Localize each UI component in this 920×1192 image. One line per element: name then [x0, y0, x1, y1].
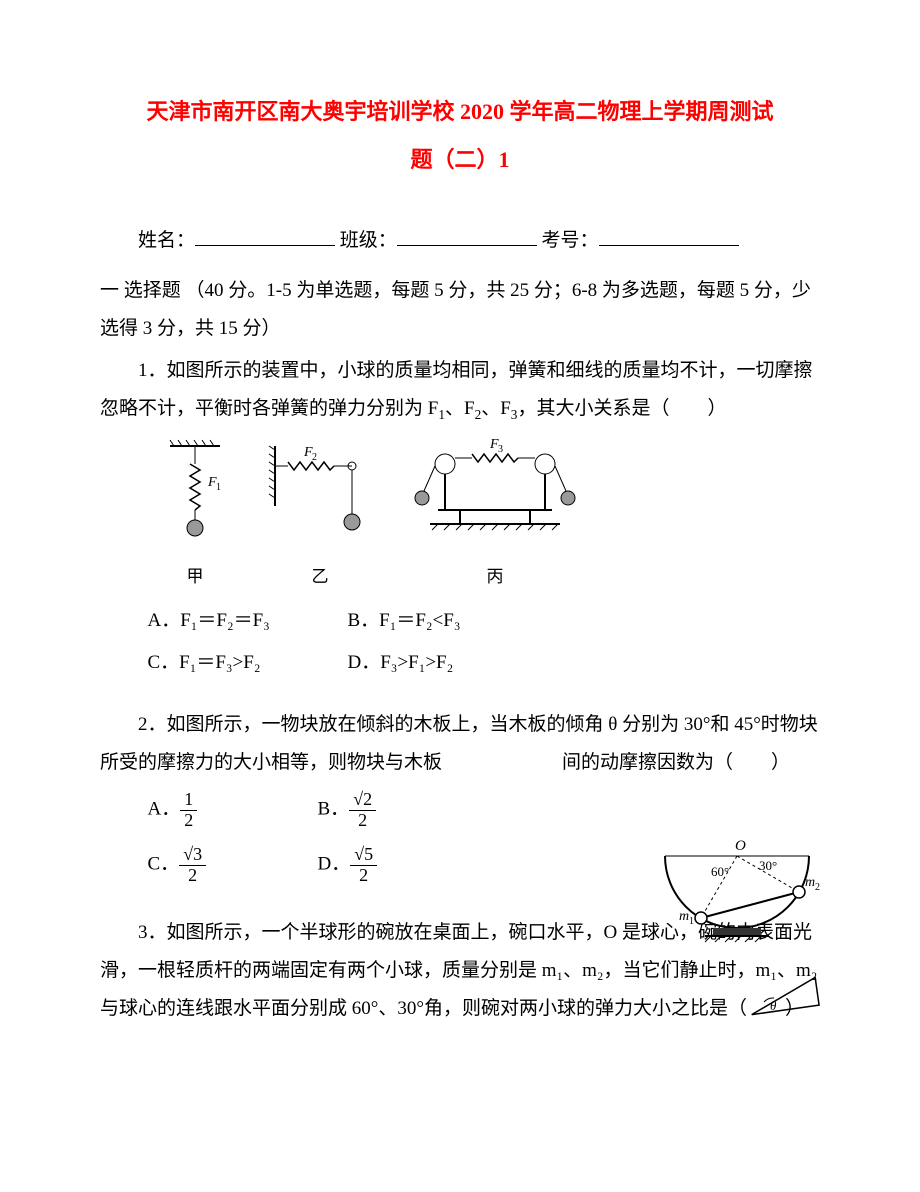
fig-label-yi: 乙: [260, 560, 380, 594]
q1-option-c[interactable]: C．F₁＝F₃>F₂: [148, 644, 348, 682]
class-label: 班级：: [340, 230, 397, 251]
examno-blank[interactable]: [599, 227, 739, 246]
question-1: 1．如图所示的装置中，小球的质量均相同，弹簧和细线的质量均不计，一切摩擦忽略不计…: [100, 352, 820, 428]
examno-label: 考号：: [542, 230, 599, 251]
q1-options: A．F₁＝F₂＝F₃ B．F₁＝F₂<F₃ C．F₁＝F₃>F₂ D．F₃>F₁…: [148, 602, 821, 682]
q2-option-d[interactable]: D．√52: [318, 845, 488, 886]
q2-option-b[interactable]: B．√22: [318, 790, 488, 831]
question-2: 2．如图所示，一物块放在倾斜的木板上，当木板的倾角 θ 分别为 30°和 45°…: [100, 706, 820, 782]
name-blank[interactable]: [195, 227, 335, 246]
figure-jia: F1 甲: [160, 436, 230, 594]
section-1-header: 一 选择题 （40 分。1-5 为单选题，每题 5 分，共 25 分；6-8 为…: [100, 272, 820, 348]
svg-text:2: 2: [312, 452, 317, 463]
svg-text:θ: θ: [770, 998, 777, 1013]
svg-text:m: m: [679, 909, 689, 924]
svg-text:1: 1: [216, 482, 221, 493]
fig-label-bing: 丙: [410, 560, 580, 594]
q2-option-a[interactable]: A．12: [148, 790, 318, 831]
page-title-line1: 天津市南开区南大奥宇培训学校 2020 学年高二物理上学期周测试: [100, 90, 820, 134]
q1-option-d[interactable]: D．F₃>F₁>F₂: [348, 644, 548, 682]
q1-figures: F1 甲 F2 乙: [160, 436, 820, 594]
svg-text:1: 1: [689, 916, 694, 927]
fig-label-jia: 甲: [160, 560, 230, 594]
page-title-line2: 题（二）1: [100, 138, 820, 182]
incline-figure: θ: [740, 970, 830, 1020]
svg-text:30°: 30°: [759, 858, 777, 873]
q1-option-b[interactable]: B．F₁＝F₂<F₃: [348, 602, 548, 640]
class-blank[interactable]: [397, 227, 537, 246]
svg-text:60°: 60°: [711, 864, 729, 879]
figure-yi: F2 乙: [260, 436, 380, 594]
svg-text:m: m: [805, 875, 815, 890]
svg-text:2: 2: [815, 882, 820, 893]
bowl-figure: O 60° 30° m1 m2: [645, 836, 830, 946]
svg-text:O: O: [735, 838, 746, 854]
q1-option-a[interactable]: A．F₁＝F₂＝F₃: [148, 602, 348, 640]
student-info-line: 姓名： 班级： 考号：: [100, 222, 820, 260]
figure-bing: F3 丙: [410, 436, 580, 594]
svg-text:3: 3: [498, 444, 503, 455]
q2-option-c[interactable]: C．√32: [148, 845, 318, 886]
name-label: 姓名：: [138, 230, 195, 251]
q2-figures: O 60° 30° m1 m2 θ: [645, 836, 830, 1020]
